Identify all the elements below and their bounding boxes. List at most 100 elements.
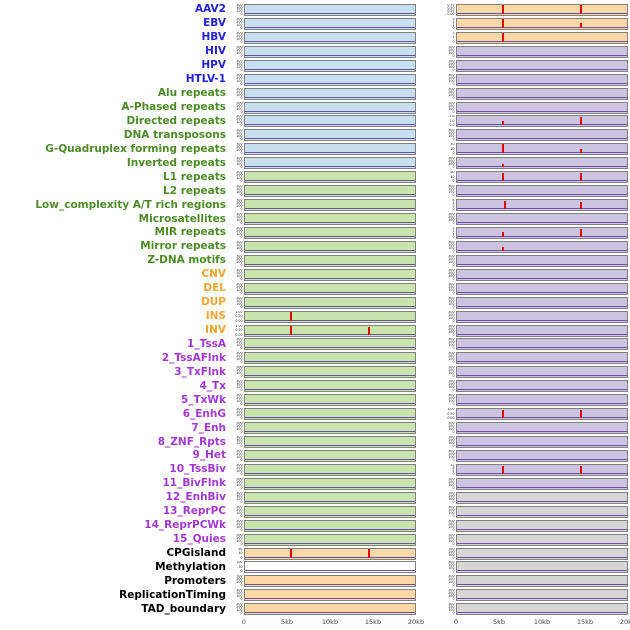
signal-baseline	[457, 208, 627, 210]
track-panel-left	[244, 561, 416, 574]
y-axis-ticks: 300 200 100 0	[442, 492, 456, 504]
track-panel-right	[456, 338, 628, 351]
y-tick-label: 0	[452, 221, 455, 226]
y-axis-ticks: 2.0 1.0 0.0	[442, 115, 456, 127]
y-tick-label: 300	[448, 505, 455, 509]
y-tick-label: 100	[448, 329, 455, 334]
y-tick-label: 300	[448, 240, 455, 244]
y-tick-label: 200	[236, 33, 243, 38]
row-label: 15_Quies	[172, 533, 226, 546]
y-tick-label: 300	[448, 422, 455, 426]
track-panel-right	[456, 380, 628, 393]
y-tick-label: 200	[448, 61, 455, 66]
signal-spike	[501, 120, 504, 126]
y-axis-ticks: 300 200 100 0	[230, 102, 244, 114]
y-tick-label: 100	[236, 496, 243, 501]
track-row: 15_Quies 300 200 100 0 300 200 100 0	[0, 533, 630, 547]
y-tick-label: 300	[236, 59, 243, 63]
track-panel-right	[456, 491, 628, 504]
track-row: Z-DNA motifs 300 200 100 0 300 200 100 0	[0, 254, 630, 268]
y-tick-label: 100	[448, 50, 455, 55]
y-tick-label: 200	[448, 479, 455, 484]
y-tick-label: 0	[240, 276, 243, 281]
y-tick-label: 300	[236, 505, 243, 509]
y-tick-label: 200	[236, 117, 243, 122]
y-tick-label: 0	[240, 221, 243, 226]
y-tick-label: 200	[448, 215, 455, 220]
x-tick-label: 15kb	[364, 618, 382, 627]
track-row: 7_Enh 300 200 100 0 300 200 100 0	[0, 421, 630, 435]
signal-baseline	[245, 166, 415, 168]
signal-baseline	[457, 82, 627, 84]
signal-baseline	[245, 375, 415, 377]
track-panel-right	[456, 226, 628, 239]
y-tick-label: 300	[236, 254, 243, 258]
y-tick-label: 0	[452, 276, 455, 281]
y-axis-ticks: 300 200 100 0	[442, 325, 456, 337]
track-panel-left	[244, 394, 416, 407]
y-tick-label: 100	[448, 190, 455, 195]
track-row: 3_TxFlnk 300 200 100 0 300 200 100 0	[0, 365, 630, 379]
track-row: Alu repeats 300 200 100 0 300 200 100 0	[0, 87, 630, 101]
y-tick-label: 200	[448, 187, 455, 192]
y-tick-label: 200	[236, 187, 243, 192]
track-row: 8_ZNF_Rpts 300 200 100 0 300 200 100 0	[0, 435, 630, 449]
y-axis-ticks: 80 40 0	[442, 171, 456, 183]
signal-spike	[501, 32, 504, 42]
track-row: DUP 300 200 100 0 300 200 100 0	[0, 296, 630, 310]
signal-baseline	[457, 612, 627, 614]
y-tick-label: 300	[448, 59, 455, 63]
track-row: 12_EnhBiv 300 200 100 0 300 200 100 0	[0, 491, 630, 505]
y-tick-label: 100	[448, 566, 455, 571]
y-tick-label: 100	[448, 580, 455, 585]
y-tick-label: 200	[236, 131, 243, 136]
y-tick-label: 3	[452, 17, 455, 21]
y-axis-ticks: 300 200 100 0	[442, 157, 456, 169]
y-tick-label: 0.50	[235, 328, 243, 333]
signal-spike	[580, 202, 583, 210]
y-tick-label: 0	[240, 39, 243, 44]
signal-spike	[501, 172, 504, 182]
signal-spike	[580, 466, 583, 474]
y-axis-ticks: 300 200 100 0	[230, 366, 244, 378]
y-tick-label: 0	[240, 374, 243, 379]
y-tick-label: 100	[236, 92, 243, 97]
y-axis-ticks: 300 200 100 0	[442, 338, 456, 350]
y-tick-label: 300	[448, 519, 455, 523]
y-axis-ticks: 300 200 100 0	[442, 394, 456, 406]
y-axis-ticks: 300 200 100 0	[230, 575, 244, 587]
y-axis-ticks: 100 50 0	[230, 561, 244, 573]
track-panel-left	[244, 533, 416, 546]
track-panel-right	[456, 547, 628, 560]
y-tick-label: 100	[236, 427, 243, 432]
signal-spike	[501, 18, 504, 28]
y-axis-ticks: 300 200 100 0	[230, 115, 244, 127]
track-row: Mirror repeats 300 200 100 0 300 200 100 0	[0, 240, 630, 254]
y-tick-label: 0	[452, 304, 455, 309]
track-panel-right	[456, 436, 628, 449]
y-axis-ticks: 300 200 100 0	[230, 589, 244, 601]
y-tick-label: 100	[448, 78, 455, 83]
row-label: 7_Enh	[191, 421, 226, 434]
track-panel-right	[456, 254, 628, 267]
track-row: HPV 300 200 100 0 300 200 100 0	[0, 59, 630, 73]
y-tick-label: 0	[240, 444, 243, 449]
y-axis-ticks: 300 200 100 0	[230, 143, 244, 155]
y-tick-label: 0	[452, 597, 455, 602]
y-axis-ticks: 300 200 100 0	[442, 520, 456, 532]
row-label: ReplicationTiming	[119, 588, 226, 601]
y-tick-label: 200	[236, 242, 243, 247]
y-tick-label: 100	[236, 371, 243, 376]
y-tick-label: 300	[236, 338, 243, 342]
y-tick-label: 0.0	[449, 123, 455, 128]
y-axis-ticks: 300 200 100 0	[230, 297, 244, 309]
row-label: HBV	[201, 31, 227, 44]
y-tick-label: 200	[236, 75, 243, 80]
track-row: CPGisland 80 40 0 300 200 100 0	[0, 547, 630, 561]
y-axis-ticks: 300 200 100 0	[230, 380, 244, 392]
track-row: EBV 300 200 100 0 3 2 1 0	[0, 17, 630, 31]
y-tick-label: 200	[236, 201, 243, 206]
track-row: Promoters 300 200 100 0 300 200 100 0	[0, 574, 630, 588]
y-tick-label: 100	[236, 441, 243, 446]
